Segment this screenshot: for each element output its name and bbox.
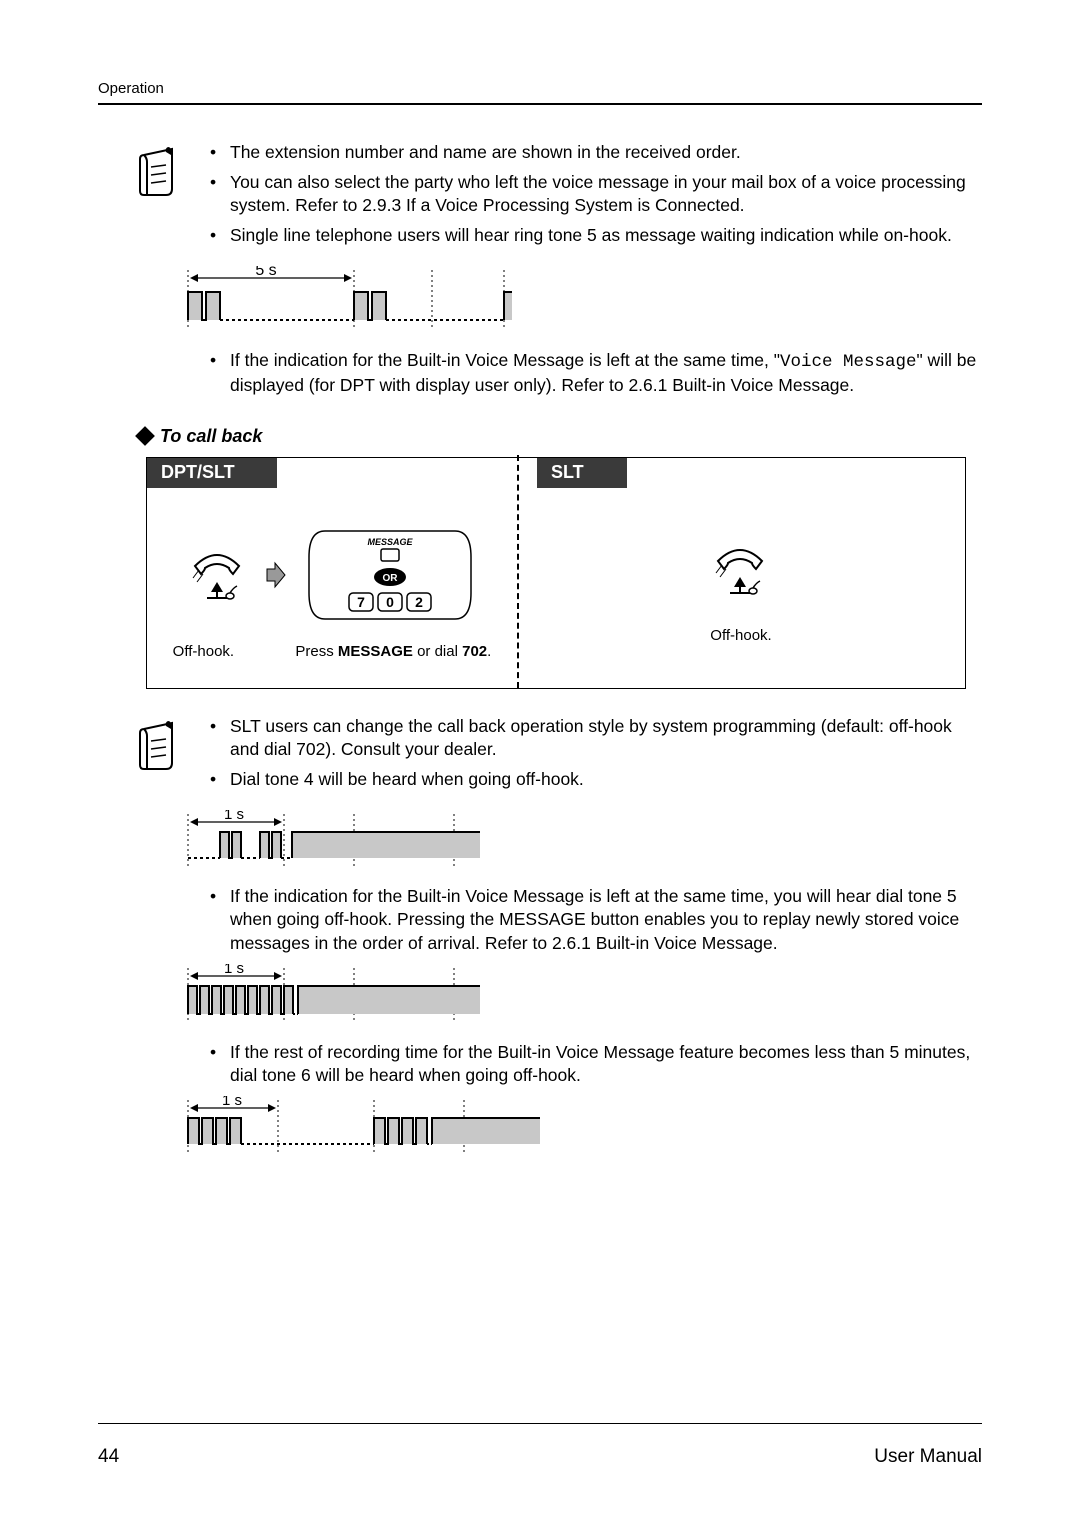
wave-label: 5 s [255,266,276,279]
note-block-1: The extension number and name are shown … [98,141,982,254]
dial-tone-5-diagram: 1 s [184,964,982,1031]
page-footer: 44 User Manual [98,1423,982,1468]
svg-text:2: 2 [415,594,423,610]
note-item: Dial tone 4 will be heard when going off… [206,768,982,792]
header-rule [98,103,982,105]
procedure-box: DPT/SLT SLT [146,457,966,689]
note-item: The extension number and name are shown … [206,141,982,165]
caption-offhook: Off-hook. [173,643,234,660]
note-item: If the indication for the Built-in Voice… [206,885,982,956]
ring-tone-5-diagram: 5 s [184,266,982,339]
note-item: If the indication for the Built-in Voice… [206,349,982,398]
svg-text:1 s: 1 s [224,810,244,823]
page-header-section: Operation [98,80,982,97]
caption-offhook-right: Off-hook. [710,627,771,644]
svg-text:1 s: 1 s [224,964,244,977]
offhook-icon [189,548,247,602]
page-number: 44 [98,1446,119,1468]
svg-text:OR: OR [383,573,399,584]
note-item: Single line telephone users will hear ri… [206,224,982,248]
offhook-icon [712,543,770,597]
diamond-icon [135,426,155,446]
svg-text:MESSAGE: MESSAGE [367,537,413,547]
note-icon [138,715,186,798]
dial-tone-6-diagram: 1 s [184,1096,982,1161]
dial-tone-4-diagram: 1 s [184,810,982,875]
svg-text:0: 0 [386,594,394,610]
note-item: SLT users can change the call back opera… [206,715,982,762]
caption-press-message: Press MESSAGE or dial 702. [295,643,491,660]
note-icon [138,141,186,254]
note-item: If the rest of recording time for the Bu… [206,1041,982,1088]
svg-text:7: 7 [357,594,365,610]
proc-title-dpt-slt: DPT/SLT [147,458,277,488]
svg-text:1 s: 1 s [222,1096,242,1109]
note-item: You can also select the party who left t… [206,171,982,218]
note-block-2: SLT users can change the call back opera… [98,715,982,798]
subheading-to-call-back: To call back [98,426,982,447]
proc-title-slt: SLT [537,458,627,488]
arrow-right-icon [265,561,287,589]
message-or-dial-group: MESSAGE OR 7 0 2 [305,527,475,623]
footer-title: User Manual [874,1446,982,1468]
